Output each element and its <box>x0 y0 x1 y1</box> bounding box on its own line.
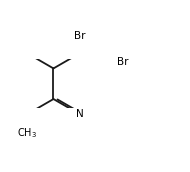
Text: N: N <box>76 109 84 119</box>
Text: Br: Br <box>74 31 86 41</box>
Text: CH$_3$: CH$_3$ <box>17 126 37 140</box>
Text: Br: Br <box>117 57 128 67</box>
